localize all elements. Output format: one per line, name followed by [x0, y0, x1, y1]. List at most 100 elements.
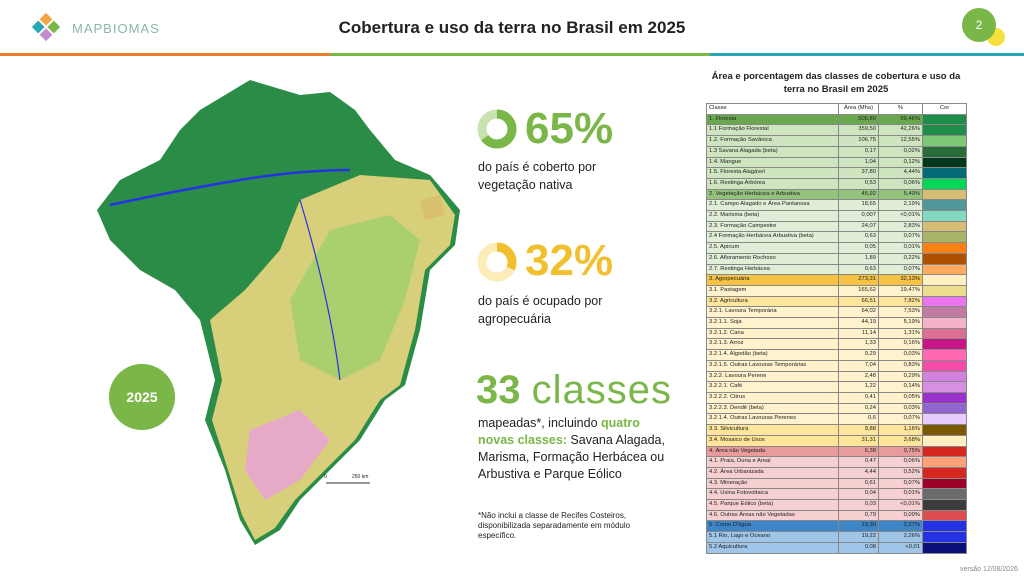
color-swatch	[922, 434, 967, 447]
table-row: 1.4. Mangue 1,04 0,12%	[706, 156, 967, 169]
class-name: 3.2.1.3. Arroz	[706, 338, 839, 351]
logo-text: MAPBIOMAS	[72, 21, 160, 36]
area: 165,62	[838, 284, 879, 297]
class-name: 1.2. Formação Savânica	[706, 135, 839, 147]
area: 9,88	[838, 424, 879, 436]
table-row: 3. Agropecuária 273,31 32,13%	[706, 274, 967, 286]
table-row: 1.3 Savana Alagada (beta) 0,17 0,02%	[706, 145, 967, 158]
class-name: 3.2.2.1. Café	[706, 381, 839, 393]
area: 0,6	[838, 413, 879, 426]
area: 1,33	[838, 338, 879, 351]
table-title: Área e porcentagem das classes de cobert…	[711, 71, 961, 95]
percent: 0,75%	[878, 445, 923, 458]
class-name: 3.4. Mosaico de Usos	[706, 434, 839, 447]
percent: 0,03%	[878, 402, 923, 415]
color-swatch	[922, 231, 967, 244]
color-swatch	[922, 381, 967, 393]
color-swatch	[922, 252, 967, 265]
color-swatch	[922, 466, 967, 479]
class-name: 5.1 Rio, Lago e Oceano	[706, 531, 839, 543]
table-row: 1.2. Formação Savânica 106,75 12,55%	[706, 135, 967, 147]
percent: 0,05%	[878, 391, 923, 404]
area: 1,04	[838, 156, 879, 169]
table-row: 1.1 Formação Florestal 359,50 42,26%	[706, 124, 967, 137]
class-name: 3.2.1.1. Soja	[706, 317, 839, 329]
percent: 19,47%	[878, 284, 923, 297]
class-name: 4.5. Parque Eólico (beta)	[706, 499, 839, 511]
table-row: 3.2.1.3. Arroz 1,33 0,16%	[706, 338, 967, 351]
area: 0,29	[838, 349, 879, 361]
percent: 3,68%	[878, 434, 923, 447]
color-swatch	[922, 274, 967, 286]
class-name: 1.5. Floresta Alagável	[706, 167, 839, 179]
count: 33	[476, 368, 521, 412]
color-swatch	[922, 531, 967, 543]
area: 0,79	[838, 509, 879, 522]
color-swatch	[922, 456, 967, 468]
area: 4,44	[838, 466, 879, 479]
table-row: 2.3. Formação Campestre 24,07 2,83%	[706, 220, 967, 233]
class-name: 3.2.2.2. Citrus	[706, 391, 839, 404]
table-row: 2.6. Afloramento Rochoso 1,89 0,22%	[706, 252, 967, 265]
class-name: 2.3. Formação Campestre	[706, 220, 839, 233]
stat-value: 32%	[525, 236, 614, 285]
percent: 0,16%	[878, 338, 923, 351]
table-row: 5.2 Aquicultura 0,08 <0,01	[706, 541, 967, 554]
class-name: 3.2.1. Lavoura Temporária	[706, 306, 839, 319]
table-row: 1.5. Floresta Alagável 37,80 4,44%	[706, 167, 967, 179]
table-row: 4. Área não Vegetada 6,38 0,75%	[706, 445, 967, 458]
percent: 0,07%	[878, 477, 923, 490]
stat-text: do país é ocupado por agropecuária	[478, 294, 603, 326]
class-name: 2.2. Marisma (beta)	[706, 210, 839, 222]
class-name: 2.4 Formação Herbácea Arbustiva (beta)	[706, 231, 839, 244]
area: 0,41	[838, 391, 879, 404]
area: 0,17	[838, 145, 879, 158]
color-swatch	[922, 167, 967, 179]
percent: 12,55%	[878, 135, 923, 147]
area: 24,07	[838, 220, 879, 233]
table-row: 4.1. Praia, Duna e Areal 0,47 0,06%	[706, 456, 967, 468]
area: 0,63	[838, 263, 879, 276]
color-swatch	[922, 156, 967, 169]
header-rule	[0, 53, 330, 56]
percent: 5,19%	[878, 317, 923, 329]
class-name: 3.2.2. Lavoura Perene	[706, 370, 839, 383]
table-row: 3.2.1.5. Outras Lavouras Temporárias 7,04…	[706, 359, 967, 372]
area: 1,89	[838, 252, 879, 265]
color-swatch	[922, 520, 967, 533]
class-count: 33 classes	[476, 368, 672, 413]
area: 64,02	[838, 306, 879, 319]
area: 505,80	[838, 113, 879, 126]
area: 19,22	[838, 531, 879, 543]
percent: <0,01%	[878, 499, 923, 511]
class-name: 3.2.1.4. Outras Lavouras Perenes	[706, 413, 839, 426]
table-row: 2. Vegetação Herbácea e Arbustiva 45,92 5,…	[706, 188, 967, 201]
area: 0,007	[838, 210, 879, 222]
table-row: 2.4 Formação Herbácea Arbustiva (beta) 0,…	[706, 231, 967, 244]
color-swatch	[922, 327, 967, 340]
area: 44,19	[838, 317, 879, 329]
color-swatch	[922, 295, 967, 308]
percent: 1,31%	[878, 327, 923, 340]
column-header: %	[878, 103, 923, 115]
percent: <0,01%	[878, 210, 923, 222]
table-row: 2.1. Campo Alagado e Área Pantanosa 18,65…	[706, 199, 967, 212]
area: 19,30	[838, 520, 879, 533]
area: 0,24	[838, 402, 879, 415]
color-swatch	[922, 317, 967, 329]
class-name: 4.1. Praia, Duna e Areal	[706, 456, 839, 468]
logo-icon	[31, 12, 61, 42]
percent: 0,07%	[878, 413, 923, 426]
area: 66,51	[838, 295, 879, 308]
percent: 42,26%	[878, 124, 923, 137]
class-name: 5. Corpo D'água	[706, 520, 839, 533]
area: 0,08	[838, 541, 879, 554]
version: versão 12/08/2026	[960, 566, 1018, 573]
footnote: *Não inclui a classe de Recifes Costeiro…	[478, 511, 631, 540]
class-name: 4.4. Usina Fotovoltaica	[706, 488, 839, 501]
percent: 0,07%	[878, 263, 923, 276]
percent: 0,01%	[878, 488, 923, 501]
percent: 5,40%	[878, 188, 923, 201]
